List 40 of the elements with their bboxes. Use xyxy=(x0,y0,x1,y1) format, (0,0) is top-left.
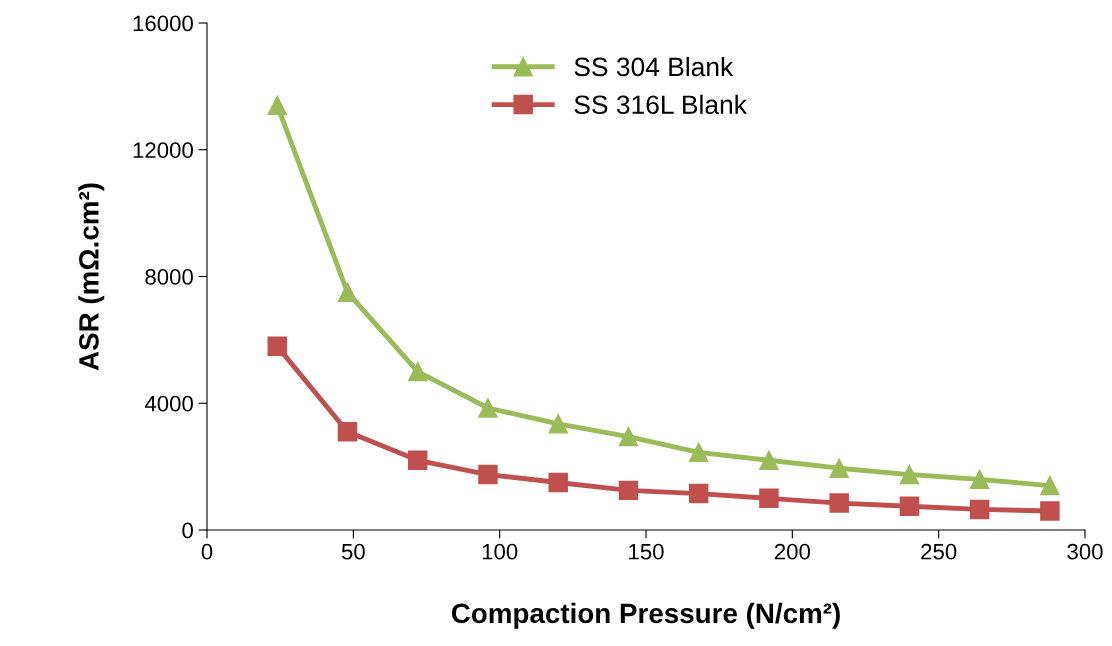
x-tick-label: 150 xyxy=(629,543,664,560)
x-tick-label: 200 xyxy=(774,543,810,560)
x-axis-title: Compaction Pressure (N/cm²) xyxy=(451,602,840,629)
y-tick-label: 4000 xyxy=(144,395,193,412)
x-tick-label: 250 xyxy=(921,543,957,560)
point xyxy=(1040,475,1060,496)
point xyxy=(688,483,709,504)
point xyxy=(407,361,428,382)
legend-label: SS 304 Blank xyxy=(574,56,734,77)
point xyxy=(337,422,358,442)
point xyxy=(478,398,498,418)
point xyxy=(969,499,990,520)
point xyxy=(688,442,709,463)
point xyxy=(899,464,920,485)
point xyxy=(548,472,568,493)
point xyxy=(829,458,849,478)
point xyxy=(478,464,498,485)
y-tick-label: 0 xyxy=(182,522,193,539)
legend-label: SS 316L Blank xyxy=(574,94,747,115)
y-tick-label: 8000 xyxy=(145,269,193,285)
x-tick-label: 300 xyxy=(1067,543,1103,560)
y-axis-title: ASR (mΩ.cm²) xyxy=(78,183,105,371)
point xyxy=(759,450,779,471)
point xyxy=(899,496,920,516)
point xyxy=(337,282,358,303)
point xyxy=(548,414,568,434)
point xyxy=(829,493,849,513)
point xyxy=(407,450,428,471)
point xyxy=(759,488,779,509)
point xyxy=(1040,501,1060,521)
x-tick-label: 100 xyxy=(482,543,518,560)
x-tick-label: 0 xyxy=(201,543,213,560)
y-tick-label: 16000 xyxy=(133,15,193,32)
point xyxy=(618,480,639,501)
point xyxy=(618,426,639,447)
y-tick-label: 12000 xyxy=(133,142,193,159)
x-tick-label: 50 xyxy=(341,543,365,560)
point xyxy=(267,95,287,116)
point xyxy=(969,469,990,490)
point xyxy=(267,336,287,356)
